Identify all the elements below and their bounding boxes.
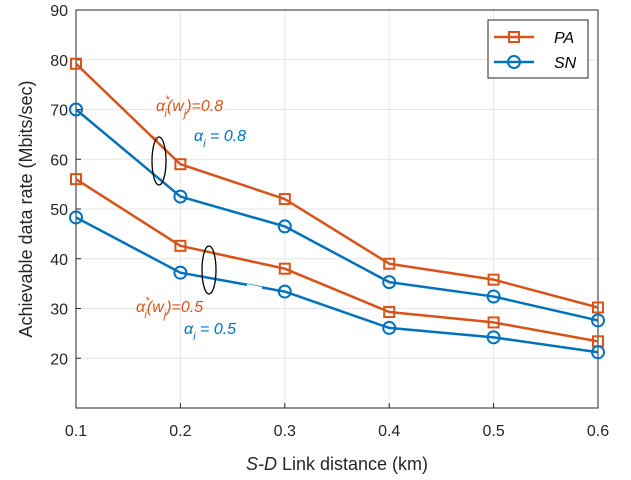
legend: PA SN — [487, 19, 589, 79]
annotation-pa-08-alpha: α — [156, 98, 166, 115]
series-pa-0.8 — [70, 57, 604, 314]
data-point-circle — [591, 313, 605, 328]
x-tick-label: 0.4 — [378, 423, 400, 440]
annotation-pa-05-paren: (w — [147, 299, 165, 316]
data-point-square — [70, 173, 82, 186]
x-axis-label-sd: S-D — [246, 454, 277, 474]
data-point-circle — [173, 189, 188, 204]
x-tick-label: 0.1 — [65, 423, 87, 440]
annotation-leader-08 — [150, 134, 159, 141]
annotation-group-05: α* i(wj)=0.5 αi = 0.5 — [136, 245, 263, 343]
legend-sn-label: SN — [554, 55, 577, 72]
series-layer — [69, 57, 605, 360]
annotation-pa-05-rest: )=0.5 — [164, 299, 203, 316]
data-point-circle — [382, 320, 397, 335]
legend-item-sn: SN — [494, 55, 577, 72]
data-point-circle — [382, 275, 397, 290]
data-point-square — [70, 57, 82, 70]
annotation-ellipse-08 — [151, 136, 167, 186]
y-tick-label: 20 — [50, 351, 68, 368]
data-point-circle — [486, 289, 501, 304]
y-tick-label: 50 — [50, 202, 68, 219]
data-point-circle — [277, 284, 292, 299]
x-tick-label: 0.6 — [587, 423, 609, 440]
data-point-circle — [69, 210, 83, 225]
annotation-leader-05 — [246, 284, 263, 289]
y-tick-label: 80 — [50, 53, 68, 70]
annotation-pa-05: α* i(wj)=0.5 — [136, 295, 203, 321]
y-tick-label: 90 — [50, 3, 68, 20]
data-point-circle — [486, 330, 501, 345]
series-line — [75, 62, 599, 309]
legend-pa-marker-icon — [508, 31, 520, 43]
y-axis: 20 30 40 50 60 70 80 90 — [50, 3, 81, 368]
annotation-pa-05-sup: * — [145, 295, 150, 307]
data-point-square — [487, 316, 500, 329]
x-tick-label: 0.3 — [274, 423, 296, 440]
data-point-square — [174, 239, 187, 252]
annotation-sn-05-sub: i — [193, 331, 196, 343]
legend-sn-marker-icon — [507, 55, 521, 69]
y-tick-label: 60 — [50, 152, 68, 169]
annotation-sn-08-sub: i — [203, 138, 206, 150]
series-line — [75, 216, 599, 354]
y-tick-label: 40 — [50, 252, 68, 269]
x-axis: 0.1 0.2 0.3 0.4 0.5 0.6 — [65, 403, 609, 440]
series-sn-0.5 — [69, 210, 605, 360]
annotation-sn-05-alpha: α — [184, 321, 194, 338]
data-point-square — [383, 305, 396, 318]
annotation-pa-08-sub: i — [164, 108, 167, 120]
annotation-pa-08-paren-sub: j — [182, 108, 187, 120]
data-point-square — [383, 257, 396, 270]
data-point-circle — [591, 345, 605, 360]
legend-box — [487, 19, 589, 79]
x-axis-label-rest: Link distance (km) — [277, 454, 428, 474]
data-point-square — [278, 262, 291, 275]
y-tick-label: 30 — [50, 302, 68, 319]
y-tick-label: 70 — [50, 103, 68, 120]
data-point-circle — [173, 265, 188, 280]
legend-item-pa: PA — [494, 30, 574, 47]
data-point-square — [278, 193, 291, 206]
annotation-sn-05: αi = 0.5 — [184, 321, 236, 343]
annotation-sn-08-alpha: α — [194, 128, 204, 145]
data-point-square — [174, 158, 187, 171]
data-point-square — [487, 273, 500, 286]
annotation-pa-05-sub: i — [144, 309, 147, 321]
data-point-square — [592, 301, 604, 314]
data-point-circle — [69, 102, 83, 117]
annotation-pa-08-rest: )=0.8 — [184, 98, 223, 115]
annotation-pa-05-paren-sub: j — [162, 309, 167, 321]
annotation-ellipse-05 — [201, 245, 217, 295]
annotation-pa-08-sup: * — [165, 94, 170, 106]
annotation-pa-05-alpha: α — [136, 299, 146, 316]
y-axis-label: Achievable data rate (Mbits/sec) — [16, 80, 36, 337]
annotation-pa-08: α* i(wj)=0.8 — [156, 94, 223, 120]
legend-pa-label: PA — [554, 30, 574, 47]
x-tick-label: 0.2 — [169, 423, 191, 440]
x-tick-label: 0.5 — [482, 423, 504, 440]
annotation-sn-05-rest: = 0.5 — [196, 321, 237, 338]
annotation-sn-08-rest: = 0.8 — [206, 128, 247, 145]
annotation-pa-08-paren: (w — [167, 98, 185, 115]
series-line — [75, 178, 599, 343]
data-point-circle — [277, 219, 292, 234]
annotation-sn-08: αi = 0.8 — [194, 128, 246, 150]
annotation-group-08: α* i(wj)=0.8 αi = 0.8 — [150, 94, 246, 186]
x-axis-label: S-D Link distance (km) — [246, 454, 428, 474]
